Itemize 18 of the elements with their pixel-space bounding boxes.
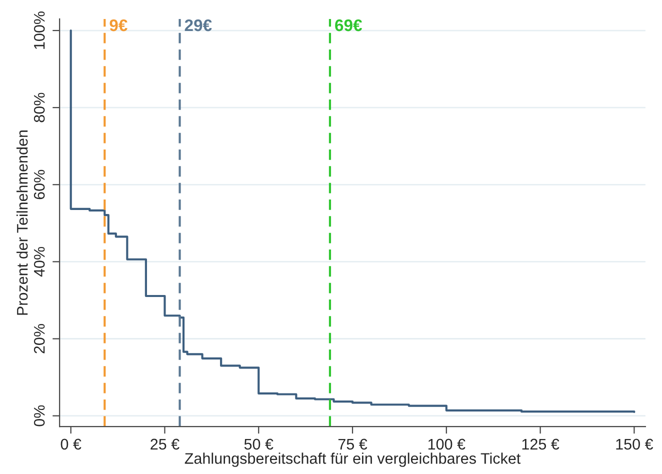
y-axis-title: Prozent der Teilnehmenden (16, 130, 28, 315)
x-tick-label: 50 € (244, 438, 274, 450)
ref-line-label: 69€ (335, 19, 362, 32)
y-tick-label: 20% (34, 324, 45, 354)
x-tick-label: 100 € (428, 438, 466, 450)
x-tick-label: 75 € (338, 438, 368, 450)
y-tick-label: 80% (34, 92, 45, 122)
y-tick-label: 100% (34, 12, 45, 49)
y-tick-label: 60% (34, 170, 45, 200)
x-tick-label: 150 € (616, 438, 654, 450)
x-tick-label: 0 € (60, 438, 82, 450)
x-tick-label: 25 € (150, 438, 180, 450)
y-tick-label: 0% (34, 405, 45, 426)
ref-line-label: 9€ (110, 19, 128, 32)
ref-line-label: 29€ (184, 19, 212, 32)
y-tick-label: 40% (34, 246, 45, 277)
x-axis-title: Zahlungsbereitschaft für ein vergleichbares Ticket (184, 452, 521, 467)
x-tick-label: 125 € (522, 438, 560, 450)
